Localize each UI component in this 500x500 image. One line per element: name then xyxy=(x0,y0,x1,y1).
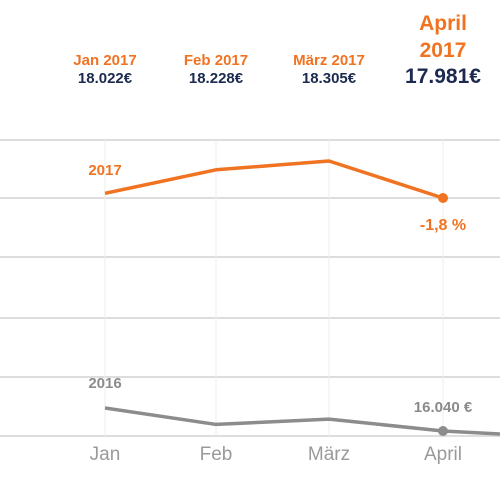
series-2017-label: 2017 xyxy=(88,162,121,179)
series-2016-annotation: 16.040 € xyxy=(414,399,473,416)
header-jan: Jan 2017 18.022€ xyxy=(73,52,136,88)
header-maerz: März 2017 18.305€ xyxy=(293,52,365,88)
header-april: April 2017 17.981€ xyxy=(405,10,481,90)
series-2017-line xyxy=(104,159,444,200)
x-tick-label: Feb xyxy=(200,444,233,465)
x-tick-label: Jan xyxy=(90,444,121,465)
header-month-jan: Jan 2017 xyxy=(73,52,137,69)
series-2016-point-april xyxy=(438,426,448,436)
header-value-april: 17.981€ xyxy=(405,65,481,88)
header-feb: Feb 2017 18.228€ xyxy=(184,52,248,88)
x-tick-label: März xyxy=(308,444,350,465)
header-month-april-line2: 2017 xyxy=(419,39,467,62)
header-month-maerz: März 2017 xyxy=(293,52,365,69)
header-value-maerz: 18.305€ xyxy=(301,70,357,87)
header-value-jan: 18.022€ xyxy=(77,70,133,87)
series-2016-line xyxy=(104,406,500,436)
x-tick-label: April xyxy=(424,444,462,465)
header-month-april-line1: April xyxy=(419,12,467,35)
header-value-feb: 18.228€ xyxy=(188,70,244,87)
series-2016-label: 2016 xyxy=(88,375,121,392)
series-2017-annotation: -1,8 % xyxy=(420,217,466,234)
header-month-feb: Feb 2017 xyxy=(183,52,249,69)
series-2017-point-april xyxy=(438,193,448,203)
